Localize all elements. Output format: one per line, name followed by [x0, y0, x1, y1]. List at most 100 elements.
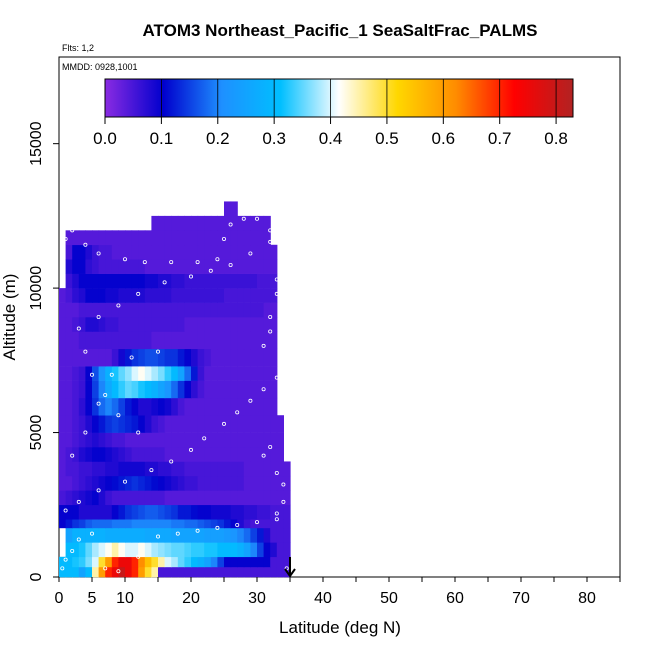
heatmap-cell [118, 273, 126, 289]
heatmap-cell [85, 566, 93, 578]
heatmap-cell [217, 566, 225, 578]
heatmap-cell [191, 490, 199, 506]
heatmap-cell [144, 556, 152, 568]
heatmap-cell [131, 447, 139, 462]
heatmap-cell [111, 461, 119, 477]
heatmap-cell [243, 504, 251, 520]
heatmap-cell [230, 447, 238, 462]
heatmap-cell [210, 566, 218, 578]
heatmap-cell [276, 432, 284, 448]
sample-point [195, 260, 200, 265]
heatmap-cell [171, 461, 179, 477]
heatmap-cell [125, 288, 133, 303]
heatmap-cell [125, 302, 133, 318]
heatmap-cell [151, 230, 159, 246]
heatmap-cell [158, 475, 166, 491]
heatmap-cell [164, 230, 172, 246]
heatmap-cell [85, 348, 93, 367]
heatmap-cell [197, 380, 205, 399]
colorbar-tick-label: 0.5 [375, 129, 399, 148]
sample-point [188, 274, 193, 279]
heatmap-cell [65, 366, 73, 381]
heatmap-cell [171, 288, 179, 303]
heatmap-cell [138, 288, 146, 303]
heatmap-cell [204, 348, 212, 367]
sample-point [254, 216, 259, 221]
sample-point [228, 222, 233, 227]
heatmap-cell [177, 273, 185, 289]
heatmap-cell [98, 230, 106, 246]
heatmap-cell [125, 504, 133, 520]
heatmap-cell [197, 475, 205, 491]
heatmap-cell [118, 415, 126, 433]
sample-point [83, 430, 88, 435]
heatmap-cell [105, 317, 113, 332]
heatmap-cell [158, 527, 166, 543]
heatmap-cell [98, 302, 106, 318]
heatmap-cell [270, 259, 278, 274]
heatmap-cell [210, 519, 218, 529]
heatmap-cell [98, 288, 106, 303]
heatmap-cell [158, 366, 166, 381]
sample-point [248, 398, 253, 403]
heatmap-cell [184, 215, 192, 231]
heatmap-cell [257, 397, 265, 416]
heatmap-cell [85, 542, 93, 558]
heatmap-cell [171, 397, 179, 416]
heatmap-cell [263, 288, 271, 303]
sample-point [90, 531, 95, 536]
heatmap-cell [151, 432, 159, 448]
heatmap-cell [78, 259, 86, 274]
heatmap-cell [98, 317, 106, 332]
sample-point [215, 257, 220, 262]
heatmap-cell [144, 490, 152, 506]
heatmap-cell [171, 415, 179, 433]
sample-points [60, 216, 289, 574]
heatmap-cell [118, 432, 126, 448]
heatmap-cell [85, 302, 93, 318]
sample-point [281, 499, 286, 504]
heatmap-cell [230, 317, 238, 332]
heatmap-cell [217, 461, 225, 477]
heatmap-cell [158, 302, 166, 318]
heatmap-cell [72, 556, 80, 568]
heatmap-cell [210, 447, 218, 462]
heatmap-cell [111, 380, 119, 399]
heatmap-cell [92, 447, 100, 462]
heatmap-cell [197, 288, 205, 303]
heatmap-cell [65, 397, 73, 416]
heatmap-cell [224, 490, 232, 506]
heatmap-cell [217, 215, 225, 231]
heatmap-cell [230, 519, 238, 529]
heatmap-cell [197, 348, 205, 367]
heatmap-cell [105, 556, 113, 568]
heatmap-cell [270, 288, 278, 303]
heatmap-cell [237, 302, 245, 318]
y-axis-label: Altitude (m) [0, 274, 19, 361]
heatmap-cell [224, 317, 232, 332]
heatmap-cell [210, 556, 218, 568]
heatmap-cell [144, 331, 152, 350]
heatmap-cell [78, 527, 86, 543]
heatmap-cell [92, 331, 100, 350]
heatmap-cell [59, 366, 67, 381]
sample-point [274, 511, 279, 516]
heatmap-cell [65, 490, 73, 506]
heatmap-cell [204, 380, 212, 399]
heatmap-cell [144, 447, 152, 462]
heatmap-cell [204, 475, 212, 491]
heatmap-cell [204, 556, 212, 568]
x-tick-label: 40 [314, 590, 332, 607]
heatmap-cell [131, 259, 139, 274]
heatmap-cell [197, 331, 205, 350]
heatmap-cell [184, 230, 192, 246]
heatmap-cell [250, 397, 258, 416]
heatmap-cell [243, 366, 251, 381]
heatmap-cell [217, 230, 225, 246]
heatmap-cell [237, 380, 245, 399]
heatmap-cell [131, 348, 139, 367]
heatmap-cell [191, 447, 199, 462]
heatmap-cell [184, 519, 192, 529]
heatmap-cell [257, 415, 265, 433]
heatmap-cell [105, 331, 113, 350]
